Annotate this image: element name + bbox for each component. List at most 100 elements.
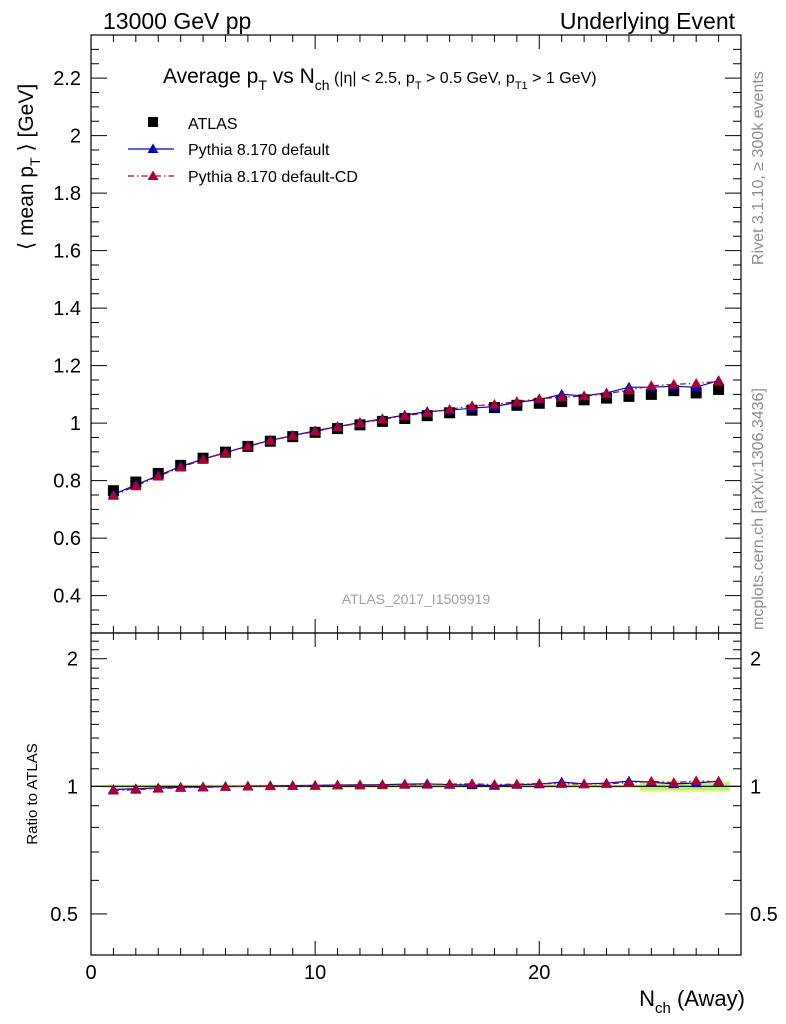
pythia-cd-point bbox=[130, 480, 142, 491]
ratio-frame bbox=[90, 632, 742, 956]
pythia-cd-point bbox=[578, 390, 590, 401]
analysis-watermark: ATLAS_2017_I1509919 bbox=[342, 591, 491, 607]
main-ylabel: ⟨ mean pT ⟩ [GeV] bbox=[15, 84, 43, 250]
pythia-cd-point bbox=[713, 375, 725, 386]
ytick-label: 0.8 bbox=[53, 471, 81, 493]
ytick-label: 2.2 bbox=[53, 68, 81, 90]
ytick-label: 1.6 bbox=[53, 241, 81, 263]
legend-pythia-default-label: Pythia 8.170 default bbox=[188, 142, 330, 159]
pythia-cd-point bbox=[354, 417, 366, 428]
legend-pythia-cd-marker bbox=[147, 170, 159, 180]
pythia-cd-point bbox=[197, 454, 209, 464]
header-left: 13000 GeV pp bbox=[103, 8, 251, 34]
ratio-pythia-cd-point bbox=[578, 778, 590, 789]
ytick-label: 1.4 bbox=[53, 298, 81, 320]
ratio-pythia-cd-point bbox=[130, 784, 142, 794]
xlabel: Nch (Away) bbox=[639, 986, 745, 1017]
ratio-pythia-cd-point bbox=[533, 778, 545, 788]
pythia-cd-point bbox=[488, 398, 500, 409]
ratio-pythia-cd-point bbox=[152, 783, 164, 793]
atlas-point bbox=[690, 387, 702, 399]
ratio-pythia-cd-point bbox=[645, 775, 657, 786]
ratio-pythia-cd-point bbox=[399, 779, 411, 789]
ratio-pythia-cd-point bbox=[219, 781, 231, 791]
ratio-pythia-cd-point bbox=[197, 781, 209, 792]
ytick-label: 2 bbox=[70, 126, 81, 148]
ratio-pythia-cd-point bbox=[175, 782, 187, 792]
ratio-pythia-cd-point bbox=[264, 780, 276, 791]
pythia-cd-point bbox=[444, 403, 456, 414]
legend-atlas-label: ATLAS bbox=[188, 116, 238, 133]
ratio-ytick-label-right: 1 bbox=[750, 776, 761, 798]
ytick-label: 0.4 bbox=[53, 586, 81, 608]
mcplots-label: mcplots.cern.ch [arXiv:1306.3436] bbox=[750, 388, 767, 630]
pythia-cd-point bbox=[242, 440, 254, 451]
ratio-pythia-cd-point bbox=[713, 776, 725, 786]
pythia-cd-point bbox=[511, 396, 523, 406]
ytick-label: 1.8 bbox=[53, 183, 81, 205]
ratio-pythia-cd-point bbox=[511, 778, 523, 789]
ratio-ytick-label-right: 2 bbox=[750, 649, 761, 671]
ratio-pythia-cd-line bbox=[113, 780, 719, 791]
ratio-axis-ticks bbox=[90, 633, 742, 955]
xtick-label: 0 bbox=[85, 962, 96, 984]
ratio-pythia-cd-point bbox=[690, 775, 702, 786]
ratio-data-layer bbox=[91, 775, 741, 795]
ratio-pythia-cd-point bbox=[556, 778, 568, 788]
ytick-label: 1 bbox=[70, 413, 81, 435]
ratio-pythia-cd-point bbox=[623, 777, 635, 787]
ratio-pythia-default-line bbox=[113, 780, 719, 791]
legend-pythia-default-marker bbox=[147, 143, 159, 153]
xtick-label: 10 bbox=[304, 962, 326, 984]
main-axis-ticks bbox=[90, 34, 742, 633]
xtick-labels: 0 10 20 bbox=[85, 962, 550, 984]
ratio-pythia-cd-point bbox=[376, 779, 388, 790]
pythia-cd-point bbox=[264, 435, 276, 445]
pythia-cd-point bbox=[219, 447, 231, 457]
legend-item-pythia-cd: Pythia 8.170 default-CD bbox=[128, 169, 358, 186]
atlas-point bbox=[601, 392, 613, 404]
ratio-pythia-cd-point bbox=[242, 780, 254, 791]
pythia-cd-point bbox=[287, 430, 299, 440]
rivet-label: Rivet 3.1.10, ≥ 300k events bbox=[750, 71, 767, 265]
pythia-cd-line bbox=[113, 380, 719, 497]
main-data-layer bbox=[107, 375, 725, 500]
atlas-point bbox=[713, 383, 725, 395]
pythia-cd-point bbox=[399, 410, 411, 421]
pythia-cd-point bbox=[309, 425, 321, 436]
legend: ATLAS Pythia 8.170 default Pythia 8.170 … bbox=[128, 116, 358, 186]
ratio-pythia-cd-point bbox=[466, 778, 478, 788]
ratio-pythia-cd-point bbox=[332, 779, 344, 790]
header-right: Underlying Event bbox=[560, 8, 736, 34]
pythia-cd-point bbox=[601, 388, 613, 398]
ratio-pythia-cd-point bbox=[444, 778, 456, 789]
ratio-pythia-cd-point bbox=[354, 779, 366, 790]
ratio-pythia-cd-point bbox=[601, 778, 613, 788]
ratio-pythia-cd-point bbox=[287, 780, 299, 790]
atlas-point bbox=[623, 390, 635, 402]
atlas-point bbox=[645, 388, 657, 400]
ytick-label: 0.6 bbox=[53, 528, 81, 550]
legend-item-atlas: ATLAS bbox=[148, 116, 238, 133]
legend-pythia-cd-label: Pythia 8.170 default-CD bbox=[188, 169, 358, 186]
xtick-label: 20 bbox=[528, 962, 550, 984]
main-panel: 0.4 0.6 0.8 1 1.2 1.4 1.6 1.8 2 2.2 Average pT vs… bbox=[15, 34, 742, 634]
pythia-cd-point bbox=[645, 380, 657, 390]
ratio-ytick-labels: 0.5 0.5 1 1 2 2 bbox=[50, 649, 778, 926]
legend-atlas-marker bbox=[148, 117, 158, 127]
ratio-ytick-label: 0.5 bbox=[50, 904, 78, 926]
ratio-ytick-label: 1 bbox=[67, 776, 78, 798]
pythia-cd-point bbox=[556, 391, 568, 402]
pythia-cd-point bbox=[533, 393, 545, 403]
pythia-cd-point bbox=[107, 490, 119, 500]
pythia-cd-point bbox=[152, 470, 164, 481]
ratio-panel: 0.5 0.5 1 1 2 2 Ratio to ATLAS bbox=[24, 632, 778, 956]
ytick-label: 1.2 bbox=[53, 356, 81, 378]
legend-item-pythia-default: Pythia 8.170 default bbox=[128, 142, 330, 159]
pythia-cd-point bbox=[690, 377, 702, 388]
ratio-pythia-cd-point bbox=[421, 778, 433, 789]
ratio-ytick-label-right: 0.5 bbox=[750, 904, 778, 926]
pythia-cd-point bbox=[466, 400, 478, 410]
atlas-point bbox=[668, 385, 680, 397]
pythia-cd-point bbox=[175, 461, 187, 472]
